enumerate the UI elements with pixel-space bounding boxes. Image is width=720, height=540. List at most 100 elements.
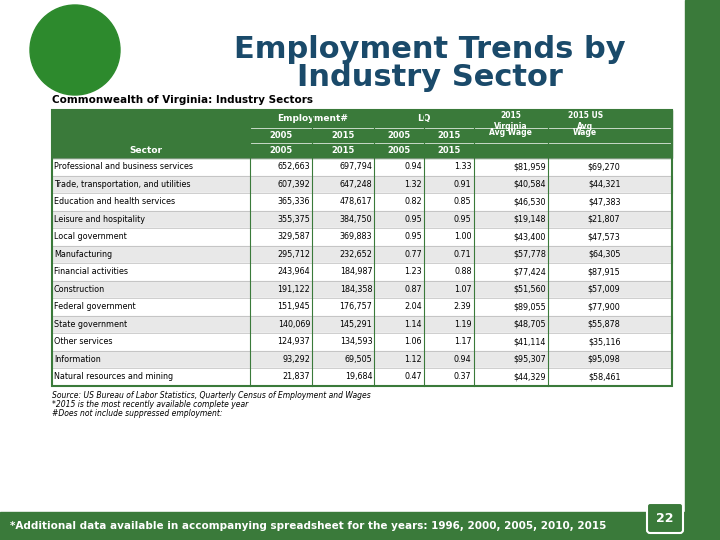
Text: 184,987: 184,987 [340, 267, 372, 276]
Text: 191,122: 191,122 [278, 285, 310, 294]
Text: 176,757: 176,757 [340, 302, 372, 312]
Text: 2005: 2005 [387, 131, 411, 140]
Text: 0.87: 0.87 [405, 285, 422, 294]
Text: 1.06: 1.06 [405, 338, 422, 346]
Text: $51,560: $51,560 [513, 285, 546, 294]
Text: 2015: 2015 [332, 146, 355, 155]
Text: 1.07: 1.07 [454, 285, 472, 294]
Text: $89,055: $89,055 [513, 302, 546, 312]
Text: 93,292: 93,292 [282, 355, 310, 364]
Bar [52, 368, 672, 386]
Text: 355,375: 355,375 [277, 215, 310, 224]
Text: *2015 is the most recently available complete year: *2015 is the most recently available com… [52, 400, 248, 409]
Text: 134,593: 134,593 [340, 338, 372, 346]
Text: 2.04: 2.04 [405, 302, 422, 312]
Text: $21,807: $21,807 [588, 215, 621, 224]
Bar [52, 193, 672, 211]
Bar [52, 158, 672, 176]
Text: Information: Information [54, 355, 101, 364]
FancyBboxPatch shape [647, 503, 683, 533]
Text: $58,461: $58,461 [588, 373, 621, 381]
Text: 140,069: 140,069 [278, 320, 310, 329]
Text: 1.17: 1.17 [454, 338, 472, 346]
Text: 478,617: 478,617 [340, 198, 372, 206]
Text: $44,329: $44,329 [513, 373, 546, 381]
Text: $19,148: $19,148 [513, 215, 546, 224]
Text: 69,505: 69,505 [345, 355, 372, 364]
Text: $47,573: $47,573 [588, 232, 621, 241]
Text: 0.37: 0.37 [454, 373, 472, 381]
Text: Construction: Construction [54, 285, 105, 294]
Text: 0.94: 0.94 [454, 355, 472, 364]
Text: 0.82: 0.82 [405, 198, 422, 206]
Text: 1.12: 1.12 [405, 355, 422, 364]
Text: 0.91: 0.91 [454, 180, 472, 189]
Text: $55,878: $55,878 [588, 320, 621, 329]
Text: 1.14: 1.14 [405, 320, 422, 329]
Text: 1.23: 1.23 [405, 267, 422, 276]
Bar [0, 512, 685, 540]
Text: *Additional data available in accompanying spreadsheet for the years: 1996, 2000: *Additional data available in accompanyi… [10, 521, 606, 531]
Text: Industry Sector: Industry Sector [297, 64, 563, 92]
Text: Sector: Sector [130, 146, 163, 155]
Bar [52, 281, 672, 298]
Text: $69,270: $69,270 [588, 163, 621, 171]
Text: Commonwealth of Virginia: Industry Sectors: Commonwealth of Virginia: Industry Secto… [52, 95, 313, 105]
Text: 0.94: 0.94 [405, 163, 422, 171]
Text: 369,883: 369,883 [340, 232, 372, 241]
Bar [52, 110, 672, 158]
Text: 2015: 2015 [332, 131, 355, 140]
Text: LQ: LQ [418, 114, 431, 123]
Text: Professional and business services: Professional and business services [54, 163, 193, 171]
Text: Natural resources and mining: Natural resources and mining [54, 373, 173, 381]
Text: $57,778: $57,778 [513, 250, 546, 259]
Text: 329,587: 329,587 [277, 232, 310, 241]
Text: $35,116: $35,116 [588, 338, 621, 346]
Text: 0.95: 0.95 [454, 215, 472, 224]
Text: 19,684: 19,684 [345, 373, 372, 381]
Text: State government: State government [54, 320, 127, 329]
Bar [52, 228, 672, 246]
Text: 0.85: 0.85 [454, 198, 472, 206]
Bar [52, 176, 672, 193]
Text: 2005: 2005 [270, 131, 293, 140]
Text: 2015 US
Avg: 2015 US Avg [567, 111, 603, 131]
Text: 2015
Virginia: 2015 Virginia [494, 111, 528, 131]
Text: $95,098: $95,098 [588, 355, 621, 364]
Text: 295,712: 295,712 [277, 250, 310, 259]
Bar [52, 298, 672, 315]
Bar [52, 350, 672, 368]
Text: 1.33: 1.33 [454, 163, 472, 171]
Text: 697,794: 697,794 [340, 163, 372, 171]
Text: 2.39: 2.39 [454, 302, 472, 312]
Text: 2005: 2005 [270, 146, 293, 155]
Text: $77,424: $77,424 [513, 267, 546, 276]
Text: $77,900: $77,900 [588, 302, 621, 312]
Text: $47,383: $47,383 [588, 198, 621, 206]
Text: $44,321: $44,321 [588, 180, 621, 189]
Text: Local government: Local government [54, 232, 127, 241]
Text: 124,937: 124,937 [278, 338, 310, 346]
Text: 0.95: 0.95 [404, 232, 422, 241]
Text: $43,400: $43,400 [513, 232, 546, 241]
Text: 0.88: 0.88 [454, 267, 472, 276]
Text: Employment#: Employment# [277, 114, 348, 123]
Text: 243,964: 243,964 [278, 267, 310, 276]
Text: 365,336: 365,336 [278, 198, 310, 206]
Text: Manufacturing: Manufacturing [54, 250, 112, 259]
Text: 1.32: 1.32 [405, 180, 422, 189]
Text: 151,945: 151,945 [278, 302, 310, 312]
Text: 652,663: 652,663 [278, 163, 310, 171]
Bar [685, 0, 720, 540]
Text: 21,837: 21,837 [283, 373, 310, 381]
Text: 2015: 2015 [437, 146, 461, 155]
Text: Education and health services: Education and health services [54, 198, 175, 206]
Text: $48,705: $48,705 [513, 320, 546, 329]
Text: 232,652: 232,652 [340, 250, 372, 259]
Text: #Does not include suppressed employment:: #Does not include suppressed employment: [52, 409, 222, 417]
Text: 384,750: 384,750 [340, 215, 372, 224]
Text: 0.47: 0.47 [405, 373, 422, 381]
Bar [52, 246, 672, 263]
Text: Leisure and hospitality: Leisure and hospitality [54, 215, 145, 224]
Text: Financial activities: Financial activities [54, 267, 128, 276]
